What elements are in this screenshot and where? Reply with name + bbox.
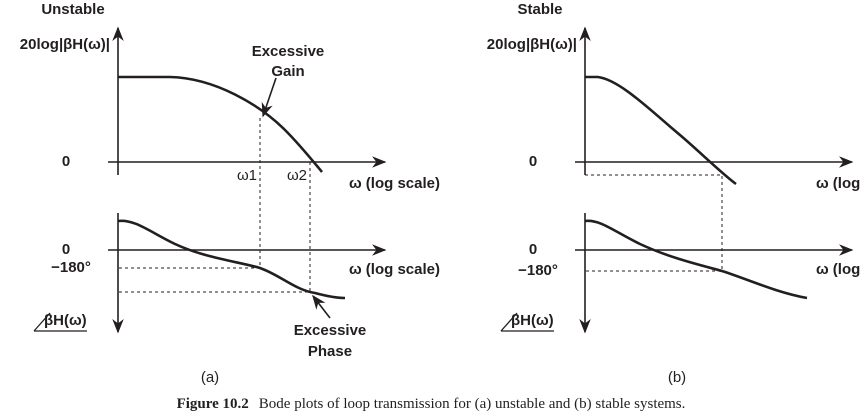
magnitude-curve [118,75,323,173]
magnitude-x-label: ω (log scale) [349,175,440,192]
guide-line [118,118,311,293]
phase-x-label: ω (log scale) [816,261,862,278]
panel-caption: (b) [668,369,686,386]
guide-line [585,174,723,272]
phase-zero: 0 [62,241,70,258]
annotation: Excessive [294,322,367,339]
magnitude-label: 20log|βH(ω)| [20,36,110,53]
magnitude-x-label: ω (log scale) [816,175,862,192]
panel-caption: (a) [201,369,219,386]
phase-label: βH(ω) [44,312,87,329]
phase-reference: −180° [51,259,91,276]
figure-caption-text: Bode plots of loop transmission for (a) … [259,396,686,412]
annotation: Phase [308,343,352,360]
annotation: Gain [271,63,304,80]
phase-x-label: ω (log scale) [349,261,440,278]
figure-caption: Figure 10.2 Bode plots of loop transmissi… [177,396,686,412]
magnitude-label: 20log|βH(ω)| [487,36,577,53]
magnitude-zero: 0 [529,153,537,170]
annotation-arrow [312,294,331,319]
phase-zero: 0 [529,241,537,258]
angle-symbol [500,312,554,332]
annotation-arrow [261,77,277,118]
phase-curve [117,219,346,300]
magnitude-curve [585,75,737,186]
frequency-mark: ω2 [287,167,307,184]
phase-label: βH(ω) [511,312,554,329]
angle-symbol [33,312,87,332]
annotation: Excessive [252,43,325,60]
panel-title: Stable [517,1,562,18]
phase-reference: −180° [518,262,558,279]
magnitude-zero: 0 [62,153,70,170]
frequency-mark: ω1 [237,167,257,184]
phase-curve [584,219,808,300]
panel-title: Unstable [41,1,104,18]
figure-number: Figure 10.2 [177,396,249,412]
